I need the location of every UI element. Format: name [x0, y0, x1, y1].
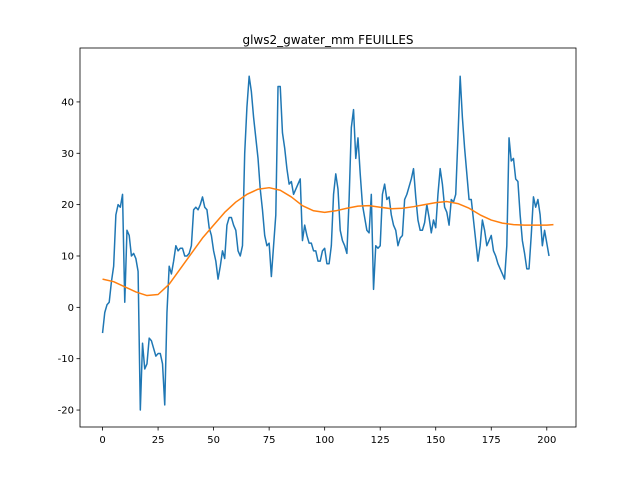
chart-title: glws2_gwater_mm FEUILLES [242, 33, 413, 47]
x-tick-label: 75 [263, 435, 276, 446]
y-tick-label: -20 [58, 406, 74, 417]
series-line [102, 186, 554, 297]
y-tick-label: 40 [61, 97, 74, 108]
x-tick-label: 100 [315, 435, 334, 446]
y-tick-label: 0 [68, 303, 74, 314]
y-tick-label: 20 [61, 200, 74, 211]
x-tick-label: 125 [371, 435, 390, 446]
axes-frame [79, 47, 577, 428]
x-tick-label: 175 [482, 435, 501, 446]
x-tick-label: 25 [152, 435, 165, 446]
y-tick-label: -10 [58, 354, 74, 365]
x-tick-label: 0 [99, 435, 105, 446]
series-line [101, 75, 550, 411]
y-tick-label: 30 [61, 149, 74, 160]
y-tick-label: 10 [61, 251, 74, 262]
x-tick-label: 50 [207, 435, 220, 446]
x-tick-label: 150 [426, 435, 445, 446]
x-tick-label: 200 [537, 435, 556, 446]
